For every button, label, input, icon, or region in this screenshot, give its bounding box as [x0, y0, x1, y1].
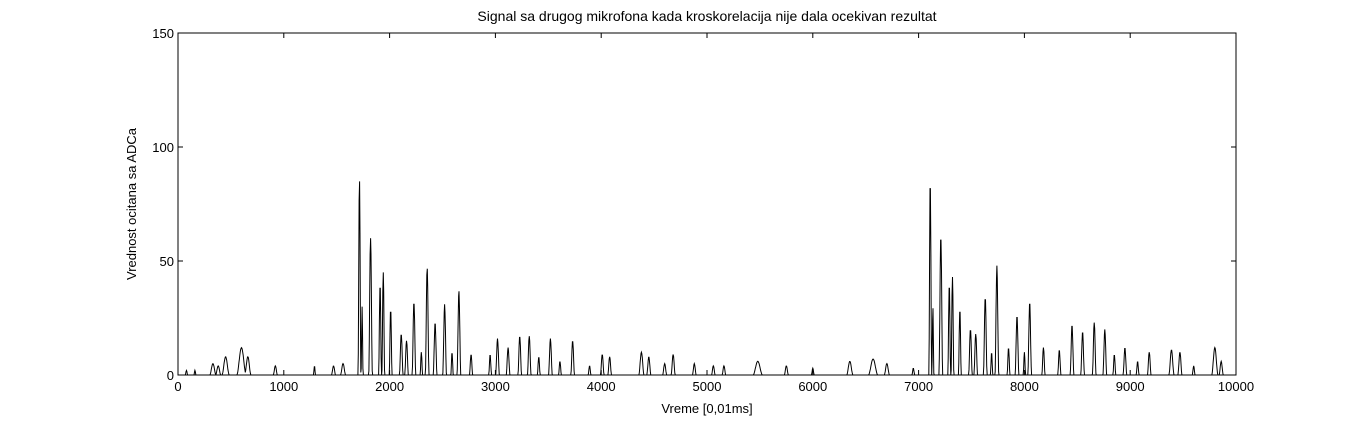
y-tick-label: 100 — [152, 140, 174, 155]
x-tick-label: 8000 — [1010, 379, 1039, 394]
x-tick-label: 7000 — [904, 379, 933, 394]
y-tick-label: 0 — [167, 368, 174, 383]
x-axis-ticks: 0 1000 2000 3000 4000 5000 6000 7000 8000 9000 100… — [174, 33, 1254, 394]
x-tick-label: 3000 — [481, 379, 510, 394]
x-tick-label: 5000 — [693, 379, 722, 394]
series-group — [178, 181, 1236, 376]
chart-title: Signal sa drugog mikrofona kada kroskore… — [477, 8, 936, 24]
signal-line — [178, 181, 1236, 376]
x-tick-label: 2000 — [375, 379, 404, 394]
x-tick-label: 10000 — [1218, 379, 1254, 394]
plot-area — [177, 32, 1237, 376]
x-tick-label: 9000 — [1116, 379, 1145, 394]
y-axis-ticks: 0 50 100 150 — [152, 26, 1236, 383]
x-tick-label: 6000 — [798, 379, 827, 394]
y-tick-label: 150 — [152, 26, 174, 41]
x-tick-label: 0 — [174, 379, 181, 394]
x-tick-label: 4000 — [587, 379, 616, 394]
y-tick-label: 50 — [160, 254, 174, 269]
y-axis-label: Vrednost ocitana sa ADCa — [124, 127, 139, 280]
x-axis-label: Vreme [0,01ms] — [661, 401, 752, 416]
x-tick-label: 1000 — [269, 379, 298, 394]
